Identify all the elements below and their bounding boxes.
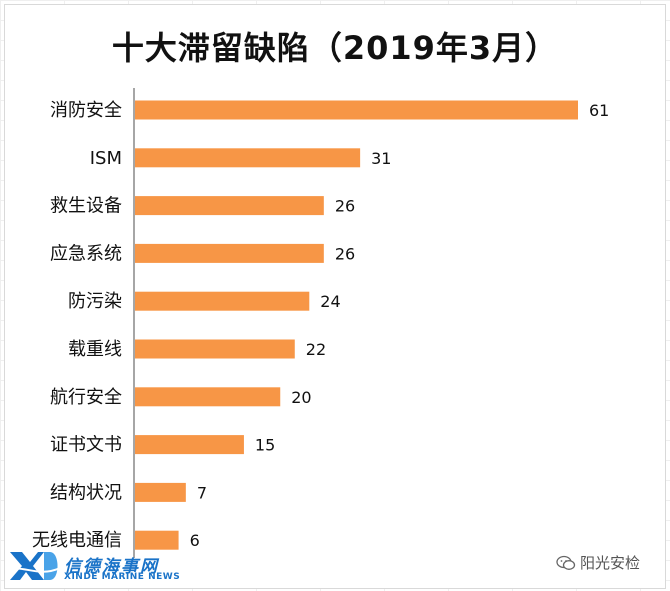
- value-label-3: 26: [335, 244, 355, 263]
- value-label-7: 15: [255, 436, 275, 455]
- bar-3: [135, 243, 324, 263]
- value-label-8: 7: [197, 483, 207, 502]
- bar-5: [135, 339, 295, 359]
- watermark-wechat: 阳光安检: [556, 552, 640, 573]
- bar-0: [135, 100, 578, 120]
- category-label-7: 证书文书: [50, 435, 122, 456]
- bar-4: [135, 291, 310, 311]
- value-label-2: 26: [335, 197, 355, 216]
- bar-8: [135, 482, 186, 502]
- bar-2: [135, 196, 324, 216]
- category-label-5: 载重线: [68, 339, 122, 360]
- bar-6: [135, 387, 281, 407]
- watermark-en: XINDE MARINE NEWS: [64, 572, 181, 582]
- category-label-9: 无线电通信: [32, 530, 122, 551]
- value-label-1: 31: [371, 149, 391, 168]
- category-label-4: 防污染: [68, 291, 122, 312]
- bar-9: [135, 530, 179, 550]
- category-label-8: 结构状况: [50, 482, 122, 503]
- value-label-5: 22: [306, 340, 326, 359]
- category-label-2: 救生设备: [50, 196, 122, 217]
- chart-title: 十大滞留缺陷（2019年3月）: [111, 29, 559, 67]
- bar-7: [135, 435, 244, 455]
- category-label-6: 航行安全: [50, 387, 122, 408]
- bar-1: [135, 148, 361, 168]
- category-label-0: 消防安全: [50, 100, 122, 121]
- value-label-6: 20: [291, 388, 311, 407]
- watermark-right-text: 阳光安检: [580, 554, 641, 572]
- value-label-9: 6: [190, 531, 200, 550]
- xinde-logo: [8, 552, 60, 580]
- category-label-1: ISM: [90, 148, 122, 169]
- category-label-3: 应急系统: [50, 243, 122, 264]
- value-label-0: 61: [589, 101, 609, 120]
- wechat-icon: [556, 555, 576, 570]
- value-label-4: 24: [320, 292, 340, 311]
- watermark-cn: 信德海事网: [64, 557, 159, 577]
